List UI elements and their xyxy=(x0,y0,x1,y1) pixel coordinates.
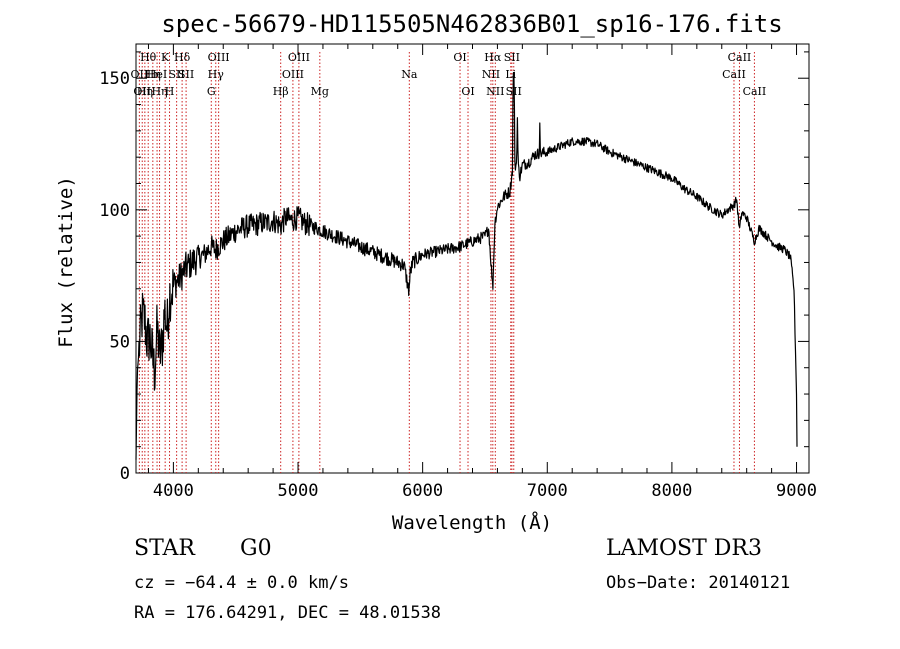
spectral-line-label: Hθ xyxy=(140,51,157,64)
x-tick-label: 9000 xyxy=(776,481,817,501)
y-tick-label: 0 xyxy=(120,464,130,484)
spectral-line-label: CaII xyxy=(728,51,752,64)
spectral-line-label: OIII xyxy=(288,51,310,64)
coordinates: RA = 176.64291, DEC = 48.01538 xyxy=(134,603,442,623)
spectral-line-label: OIII xyxy=(282,68,304,81)
spectral-line-label: OI xyxy=(461,85,474,98)
spectral-line-markers xyxy=(138,52,755,473)
object-subclass: G0 xyxy=(240,536,272,561)
spectral-line-label: Na xyxy=(401,68,418,81)
spectral-line-label: SII xyxy=(169,68,185,81)
observation-date: Obs−Date: 20140121 xyxy=(606,573,791,593)
spectral-line-label: OIII xyxy=(208,51,230,64)
spectral-line-label: OI xyxy=(453,51,466,64)
spectral-line-label: Hη xyxy=(137,85,153,98)
x-tick-label: 8000 xyxy=(651,481,692,501)
x-tick-label: 6000 xyxy=(402,481,443,501)
axis-ticks xyxy=(136,44,809,474)
spectral-line-label: SII xyxy=(504,51,520,64)
survey-name: LAMOST DR3 xyxy=(606,536,762,561)
spectral-line-labels: OIIOIIHηHθHηHeIHηKHSIIHδSIIGHγOIIIHβOIII… xyxy=(131,51,767,98)
spectral-line-label: SII xyxy=(178,68,194,81)
chart-title: spec-56679-HD115505N462836B01_sp16-176.f… xyxy=(161,10,782,38)
spectrum-series-line xyxy=(135,72,798,460)
y-tick-label: 150 xyxy=(99,69,130,89)
spectral-line-label: OII xyxy=(133,85,151,98)
spectral-line-label: Hγ xyxy=(208,68,225,81)
spectral-line-label: Hα xyxy=(484,51,502,64)
spectral-line-label: HeI xyxy=(147,68,167,81)
spectral-line-label: Li xyxy=(505,68,516,81)
spectral-line-label: Hδ xyxy=(174,51,191,64)
spectral-line-label: G xyxy=(207,85,216,98)
spectral-line-label: K xyxy=(161,51,170,64)
spectral-line-label: Hη xyxy=(151,85,167,98)
plot-frame xyxy=(135,43,810,474)
spectral-line-label: NII xyxy=(486,85,504,98)
y-tick-label: 50 xyxy=(110,332,130,352)
x-tick-label: 5000 xyxy=(278,481,319,501)
x-tick-label: 4000 xyxy=(153,481,194,501)
y-tick-label: 100 xyxy=(99,201,130,221)
object-class: STAR xyxy=(134,536,195,561)
spectral-line-label: Hη xyxy=(145,68,161,81)
spectral-line-label: CaII xyxy=(743,85,767,98)
spectral-line-label: CaII xyxy=(722,68,746,81)
spectral-line-label: NII xyxy=(482,68,500,81)
redshift-cz: cz = −64.4 ± 0.0 km/s xyxy=(134,573,349,593)
x-tick-label: 7000 xyxy=(527,481,568,501)
x-axis-label: Wavelength (Å) xyxy=(392,511,552,534)
spectral-line-label: H xyxy=(165,85,175,98)
spectral-line-label: Hβ xyxy=(273,85,289,98)
y-axis-label: Flux (relative) xyxy=(55,176,77,348)
spectral-line-label: Mg xyxy=(311,85,329,98)
axis-tick-labels: 4000 5000 6000 7000 8000 9000 0 50 100 150 xyxy=(99,69,817,501)
